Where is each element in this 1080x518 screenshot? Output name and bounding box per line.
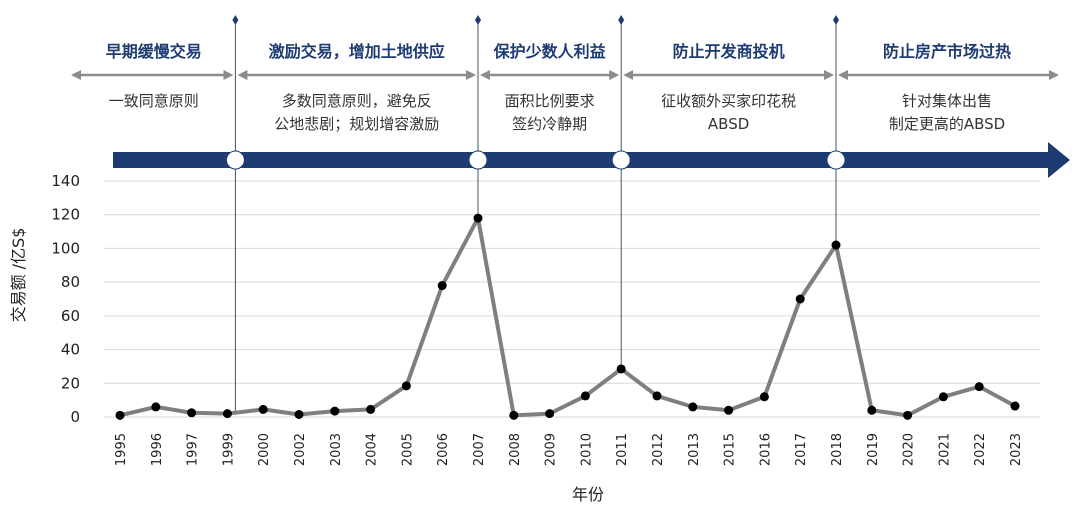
timeline-marker-2007 bbox=[468, 150, 488, 170]
x-tick-1997: 1997 bbox=[186, 433, 201, 466]
data-point-2010 bbox=[580, 391, 590, 401]
timeline-marker-2011 bbox=[611, 150, 631, 170]
data-point-2017 bbox=[795, 294, 805, 304]
x-tick-1996: 1996 bbox=[150, 433, 165, 466]
grid-lines bbox=[104, 180, 1040, 418]
x-tick-2005: 2005 bbox=[400, 433, 415, 466]
x-tick-2019: 2019 bbox=[866, 433, 881, 466]
data-point-2007 bbox=[473, 213, 483, 223]
phase-divider-diamond-2018 bbox=[833, 15, 839, 25]
phase-desc-5-1: 针对集体出售 bbox=[902, 92, 992, 110]
x-tick-2021: 2021 bbox=[937, 433, 952, 466]
x-tick-2023: 2023 bbox=[1009, 433, 1024, 466]
data-point-2004 bbox=[366, 404, 376, 414]
timeline-marker-2018 bbox=[826, 150, 846, 170]
x-tick-1999: 1999 bbox=[221, 433, 236, 466]
data-point-2018 bbox=[831, 240, 841, 250]
series-line bbox=[119, 216, 1016, 418]
data-point-2022 bbox=[974, 382, 984, 392]
x-tick-2000: 2000 bbox=[257, 433, 272, 466]
phase-desc-4-2: ABSD bbox=[708, 115, 749, 133]
data-point-2006 bbox=[437, 281, 447, 291]
data-point-2005 bbox=[401, 381, 411, 391]
data-point-1995 bbox=[115, 410, 125, 420]
data-point-2002 bbox=[294, 409, 304, 419]
data-point-2023 bbox=[1010, 401, 1020, 411]
x-tick-2003: 2003 bbox=[329, 433, 344, 466]
phase-divider-diamond-2007 bbox=[475, 15, 481, 25]
data-point-2021 bbox=[938, 392, 948, 402]
x-tick-2012: 2012 bbox=[651, 433, 666, 466]
x-tick-2017: 2017 bbox=[794, 433, 809, 466]
phase-desc-1-1: 一致同意原则 bbox=[109, 92, 199, 110]
x-axis-label: 年份 bbox=[572, 485, 604, 504]
y-tick-40: 40 bbox=[61, 341, 80, 359]
phase-title-5: 防止房产市场过热 bbox=[883, 42, 1011, 61]
phase-divider-diamond-1999 bbox=[232, 15, 239, 25]
phase-title-4: 防止开发商投机 bbox=[673, 42, 785, 61]
x-tick-2006: 2006 bbox=[436, 433, 451, 466]
data-point-2020 bbox=[903, 410, 913, 420]
x-tick-2008: 2008 bbox=[508, 433, 523, 466]
data-point-2008 bbox=[509, 410, 519, 420]
phase-title-3: 保护少数人利益 bbox=[493, 42, 606, 61]
phase-desc-4-1: 征收额外买家印花税 bbox=[661, 92, 796, 110]
data-point-2013 bbox=[688, 402, 698, 412]
data-point-2000 bbox=[258, 404, 268, 414]
y-axis-label: 交易额 /亿S$ bbox=[9, 228, 28, 323]
y-axis: 0 20 40 60 80 100 120 140 bbox=[51, 172, 80, 426]
data-point-1999 bbox=[222, 409, 232, 419]
x-tick-2010: 2010 bbox=[579, 433, 594, 466]
x-tick-2020: 2020 bbox=[902, 433, 917, 466]
data-point-2015 bbox=[724, 405, 734, 415]
phase-desc-3-1: 面积比例要求 bbox=[505, 92, 595, 110]
x-tick-2013: 2013 bbox=[687, 433, 702, 466]
y-tick-0: 0 bbox=[70, 408, 80, 426]
x-tick-2011: 2011 bbox=[615, 433, 630, 466]
y-tick-120: 120 bbox=[51, 206, 80, 224]
phase-desc-2-1: 多数同意原则，避免反 bbox=[282, 92, 432, 110]
phase-desc-3-2: 签约冷静期 bbox=[512, 115, 587, 133]
data-point-1997 bbox=[187, 408, 197, 418]
timeline-bar bbox=[113, 152, 1051, 168]
y-tick-60: 60 bbox=[61, 307, 80, 325]
phase-title-1: 早期缓慢交易 bbox=[106, 42, 202, 61]
x-axis: 1995 1996 1997 1999 2000 2002 2003 2004 2005 2006… bbox=[114, 433, 1024, 466]
x-tick-2004: 2004 bbox=[365, 433, 380, 466]
series-transaction-volume bbox=[115, 213, 1020, 420]
x-tick-2015: 2015 bbox=[723, 433, 738, 466]
data-point-1996 bbox=[151, 402, 161, 412]
timeline-marker-1999 bbox=[225, 150, 245, 170]
timeline-markers bbox=[225, 150, 846, 170]
data-point-2012 bbox=[652, 391, 662, 401]
y-tick-140: 140 bbox=[51, 172, 80, 190]
phase-divider-diamond-2011 bbox=[618, 15, 625, 25]
x-tick-2016: 2016 bbox=[758, 433, 773, 466]
x-tick-2018: 2018 bbox=[830, 433, 845, 466]
x-tick-2022: 2022 bbox=[973, 433, 988, 466]
policy-timeline bbox=[113, 15, 1070, 414]
x-tick-2009: 2009 bbox=[544, 433, 559, 466]
x-tick-1995: 1995 bbox=[114, 433, 129, 466]
data-point-2019 bbox=[867, 405, 877, 415]
y-tick-100: 100 bbox=[51, 239, 80, 257]
data-point-2011 bbox=[616, 364, 626, 374]
data-point-2009 bbox=[545, 409, 555, 419]
data-point-2003 bbox=[330, 406, 340, 416]
x-tick-2007: 2007 bbox=[472, 433, 487, 466]
data-point-2016 bbox=[759, 392, 769, 402]
phase-desc-2-2: 公地悲剧；规划增容激励 bbox=[274, 115, 439, 133]
y-tick-80: 80 bbox=[61, 273, 80, 291]
x-tick-2002: 2002 bbox=[293, 433, 308, 466]
timeline-arrow-head bbox=[1048, 142, 1070, 178]
phase-title-2: 激励交易，增加土地供应 bbox=[269, 42, 445, 61]
y-tick-20: 20 bbox=[61, 374, 80, 392]
phase-desc-5-2: 制定更高的ABSD bbox=[889, 115, 1005, 133]
